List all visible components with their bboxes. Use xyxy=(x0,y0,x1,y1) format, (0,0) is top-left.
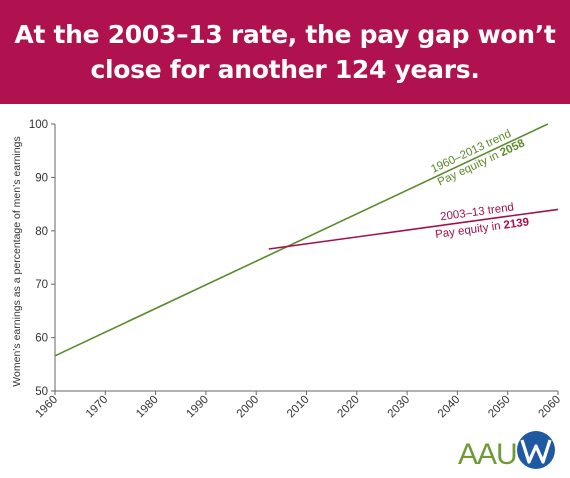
annotation-1960-2013: 1960–2013 trend Pay equity in 2058 xyxy=(429,128,527,189)
annotation-2003-13-year: 2139 xyxy=(503,216,530,231)
y-axis-label: Women’s earnings as a percentage of men’… xyxy=(11,136,23,386)
series-line-0 xyxy=(54,123,549,357)
x-tick-label: 1970 xyxy=(84,394,111,421)
y-tick-label: 60 xyxy=(35,333,48,345)
x-tick-label: 2060 xyxy=(537,394,564,421)
aauw-logo-w-badge xyxy=(517,431,555,469)
y-ticks: 50 60 70 80 90 100 xyxy=(29,119,55,398)
x-ticks: 1960 1970 1980 1990 2000 2010 2020 2030 2040 2050… xyxy=(34,391,564,421)
series-lines xyxy=(54,123,559,357)
title-line-1: At the 2003–13 rate, the pay gap won’t xyxy=(14,20,556,49)
y-tick-label: 70 xyxy=(35,279,48,291)
x-tick-label: 2020 xyxy=(335,394,362,421)
x-tick-label: 2040 xyxy=(436,394,463,421)
x-tick-label: 1980 xyxy=(134,394,161,421)
y-tick-label: 50 xyxy=(35,386,48,398)
y-tick-label: 90 xyxy=(35,172,48,184)
aauw-logo-letters: AAU xyxy=(458,438,517,471)
y-tick-label: 80 xyxy=(35,226,48,238)
x-tick-label: 2050 xyxy=(486,394,513,421)
title-line-2: close for another 124 years. xyxy=(90,55,480,84)
header-banner: At the 2003–13 rate, the pay gap won’t c… xyxy=(0,0,570,104)
aauw-logo-w xyxy=(520,439,552,464)
x-tick-label: 2030 xyxy=(386,394,413,421)
aauw-logo: AAU xyxy=(458,431,555,471)
annotation-2003-13-prefix: Pay equity in xyxy=(434,220,504,241)
y-tick-label: 100 xyxy=(29,119,48,131)
series-line-1 xyxy=(268,208,559,250)
x-tick-label: 2000 xyxy=(235,394,262,421)
annotation-2003-13: 2003–13 trend Pay equity in 2139 xyxy=(434,201,529,241)
x-tick-label: 2010 xyxy=(285,394,312,421)
x-tick-label: 1990 xyxy=(184,394,211,421)
